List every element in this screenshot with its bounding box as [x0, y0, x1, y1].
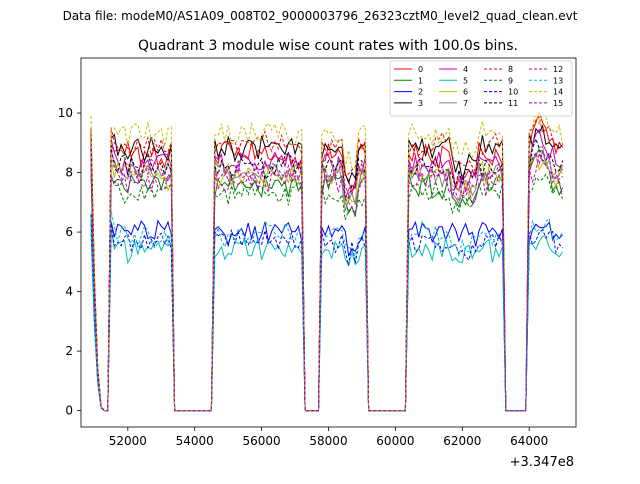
legend-label-1: 1	[418, 76, 423, 85]
x-tick-label: 52000	[109, 434, 147, 448]
x-offset-label: +3.347e8	[510, 455, 574, 470]
x-tick-label: 64000	[510, 434, 548, 448]
legend-label-6: 6	[463, 88, 468, 97]
legend-label-0: 0	[418, 65, 423, 74]
y-tick-label: 0	[65, 404, 73, 418]
series-line-6	[90, 155, 564, 412]
series-line-11	[90, 137, 564, 412]
series-line-8	[90, 115, 564, 412]
legend-label-12: 12	[553, 65, 563, 74]
series-line-3	[90, 124, 563, 412]
plot-area	[90, 110, 564, 412]
y-tick-label: 6	[65, 225, 73, 239]
series-line-10	[90, 223, 563, 412]
chart-title: Quadrant 3 module wise count rates with …	[138, 38, 518, 54]
suptitle: Data file: modeM0/AS1A09_008T02_90000037…	[63, 9, 578, 23]
legend-label-7: 7	[463, 99, 468, 108]
legend-label-8: 8	[508, 65, 513, 74]
y-tick-label: 10	[58, 106, 73, 120]
series-line-5	[90, 229, 564, 412]
y-tick-label: 8	[65, 166, 73, 180]
y-tick-label: 4	[65, 285, 73, 299]
x-tick-label: 60000	[376, 434, 414, 448]
series-line-12	[90, 150, 563, 412]
legend-label-2: 2	[418, 88, 423, 97]
series-line-2	[90, 214, 563, 412]
legend-label-10: 10	[508, 88, 518, 97]
legend-label-11: 11	[508, 99, 518, 108]
legend-label-9: 9	[508, 76, 513, 85]
series-line-13	[90, 210, 564, 412]
series-line-9	[90, 173, 564, 412]
x-tick-label: 56000	[243, 434, 281, 448]
legend-label-15: 15	[553, 99, 563, 108]
x-tick-label: 54000	[176, 434, 214, 448]
legend-label-5: 5	[463, 76, 468, 85]
legend-box	[389, 60, 573, 117]
series-line-4	[90, 128, 563, 412]
legend-label-3: 3	[418, 99, 423, 108]
legend-label-14: 14	[553, 88, 563, 97]
axes: 52000 54000 56000 58000 60000 62000 64000 0 2 4 6 8…	[58, 57, 577, 448]
x-tick-label: 58000	[309, 434, 347, 448]
legend-label-13: 13	[553, 76, 563, 85]
x-tick-label: 62000	[443, 434, 481, 448]
legend-label-4: 4	[463, 65, 468, 74]
series-line-15	[90, 151, 564, 412]
series-line-14	[90, 112, 564, 412]
series-line-0	[90, 110, 564, 412]
y-tick-label: 2	[65, 344, 73, 358]
